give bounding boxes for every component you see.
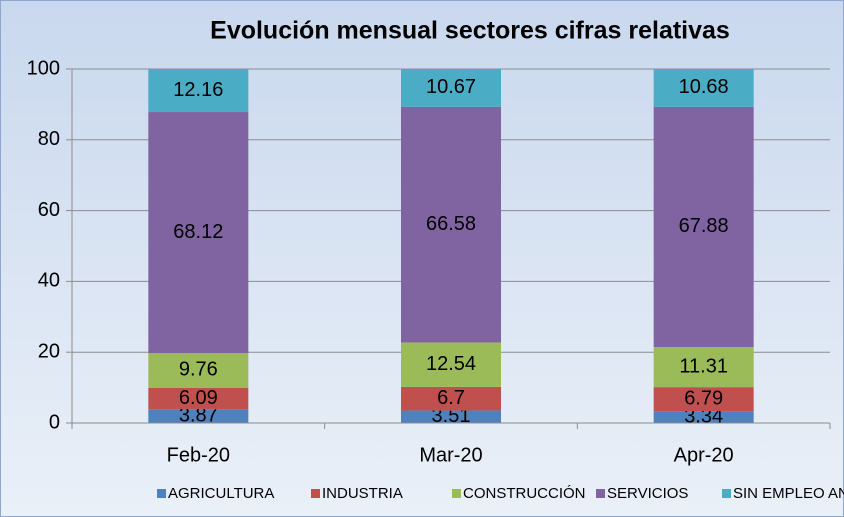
bar-segment	[653, 347, 754, 388]
x-tick-label: Feb-20	[167, 444, 230, 466]
data-label: 6.79	[684, 387, 723, 409]
legend-swatch	[452, 489, 461, 498]
legend-swatch	[157, 489, 166, 498]
data-label: 68.12	[173, 221, 223, 243]
data-label: 67.88	[679, 215, 729, 237]
data-label: 11.31	[679, 355, 728, 377]
bar-segment	[653, 69, 754, 107]
data-label: 6.7	[437, 387, 465, 409]
bar-segment	[148, 387, 249, 410]
legend-swatch	[722, 489, 731, 498]
chart-title: Evolución mensual sectores cifras relati…	[210, 17, 730, 45]
y-tick-label: 100	[27, 57, 60, 79]
data-label: 9.76	[179, 359, 218, 381]
data-label: 10.68	[679, 76, 729, 98]
y-tick-label: 60	[38, 199, 60, 221]
bar-segment	[653, 411, 754, 423]
data-label: 12.54	[426, 353, 476, 375]
bar-segment	[401, 106, 501, 343]
bar-segment	[148, 353, 249, 388]
bar-segment	[401, 410, 501, 423]
bar-segment	[148, 69, 249, 113]
data-label: 6.09	[179, 387, 218, 409]
legend-label: INDUSTRIA	[322, 485, 403, 502]
bar-segment	[653, 106, 754, 348]
x-tick-label: Mar-20	[419, 444, 482, 466]
bar-segment	[148, 112, 249, 354]
y-tick-label: 80	[38, 128, 60, 150]
bar-segment	[401, 69, 501, 107]
legend-label: AGRICULTURA	[168, 485, 274, 502]
data-label: 10.67	[426, 76, 476, 98]
bar-segment	[148, 409, 249, 423]
y-tick-label: 0	[49, 411, 60, 433]
legend-label: SIN EMPLEO ANTERIOR	[733, 485, 844, 502]
legend-label: CONSTRUCCIÓN	[463, 485, 586, 502]
y-tick-label: 20	[38, 340, 60, 362]
data-label: 12.16	[173, 79, 223, 101]
data-label: 3.87	[179, 404, 218, 426]
bar-segment	[401, 386, 501, 411]
bar-segment	[401, 342, 501, 387]
x-tick-label: Apr-20	[674, 444, 734, 466]
data-label: 66.58	[426, 213, 476, 235]
legend-label: SERVICIOS	[607, 485, 688, 502]
legend-swatch	[596, 489, 605, 498]
bar-segment	[653, 387, 754, 412]
y-tick-label: 40	[38, 270, 60, 292]
legend-swatch	[311, 489, 320, 498]
